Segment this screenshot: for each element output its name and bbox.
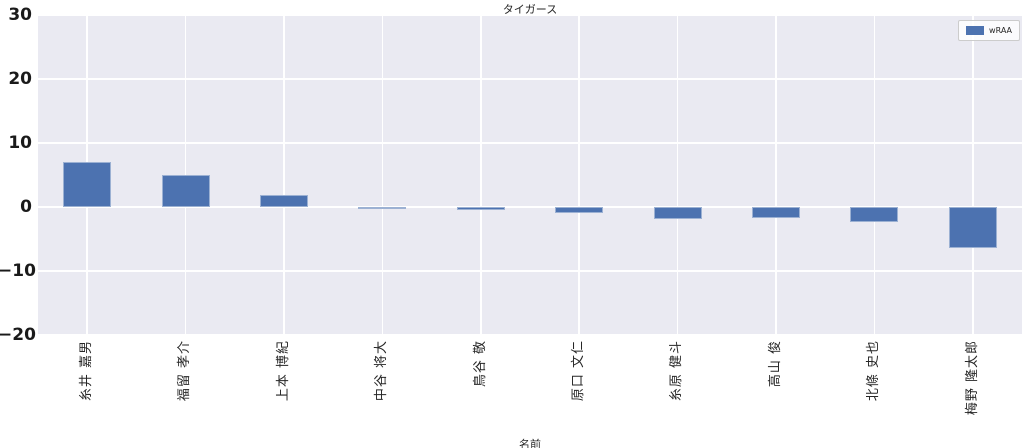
gridline-vertical <box>480 15 482 335</box>
gridline-vertical <box>972 15 974 335</box>
y-tick-label: 30 <box>8 5 32 25</box>
gridline-horizontal <box>38 142 1022 144</box>
legend: wRAA <box>958 20 1020 41</box>
x-axis-label: 名前 <box>519 438 541 448</box>
bar <box>456 207 505 211</box>
gridline-horizontal <box>38 270 1022 272</box>
legend-swatch-icon <box>966 26 985 35</box>
bar <box>948 207 997 248</box>
bar <box>653 207 702 219</box>
x-tick-label: 鳥谷 敬 <box>472 340 488 388</box>
x-tick-label: 中谷 将大 <box>374 340 390 402</box>
bar <box>260 195 308 207</box>
plot-area: wRAA <box>38 14 1022 336</box>
gridline-vertical <box>578 15 580 335</box>
x-tick-label: 梅野 隆太郎 <box>964 340 980 416</box>
gridline-vertical <box>283 15 285 335</box>
gridline-horizontal <box>38 78 1022 80</box>
chart-title: タイガース <box>502 3 558 16</box>
y-tick-label: 10 <box>8 133 32 153</box>
y-tick-label: −20 <box>0 325 36 345</box>
y-tick-label: 0 <box>20 197 32 217</box>
gridline-horizontal <box>38 14 1022 16</box>
y-tick-label: 20 <box>8 69 32 89</box>
y-tick-label: −10 <box>0 261 36 281</box>
x-tick-label: 高山 俊 <box>768 340 783 388</box>
x-tick-label: 上本 博紀 <box>276 340 291 402</box>
gridline-vertical <box>676 15 679 335</box>
x-tick-label: 糸井 嘉男 <box>79 340 95 402</box>
gridline-vertical <box>775 15 777 335</box>
legend-label: wRAA <box>989 26 1012 35</box>
gridline-horizontal <box>38 206 1022 208</box>
bar <box>358 207 407 209</box>
bar <box>850 207 899 223</box>
x-tick-label: 原口 文仁 <box>571 340 587 402</box>
gridline-vertical <box>873 15 876 335</box>
gridline-vertical <box>381 15 384 335</box>
bar <box>752 207 800 218</box>
bar <box>63 162 112 207</box>
bar <box>555 207 604 214</box>
x-tick-label: 福留 孝介 <box>177 340 193 402</box>
gridline-horizontal <box>38 334 1022 336</box>
bar <box>161 175 210 207</box>
x-tick-label: 糸原 健斗 <box>669 340 685 402</box>
x-tick-label: 北條 史也 <box>866 340 882 402</box>
